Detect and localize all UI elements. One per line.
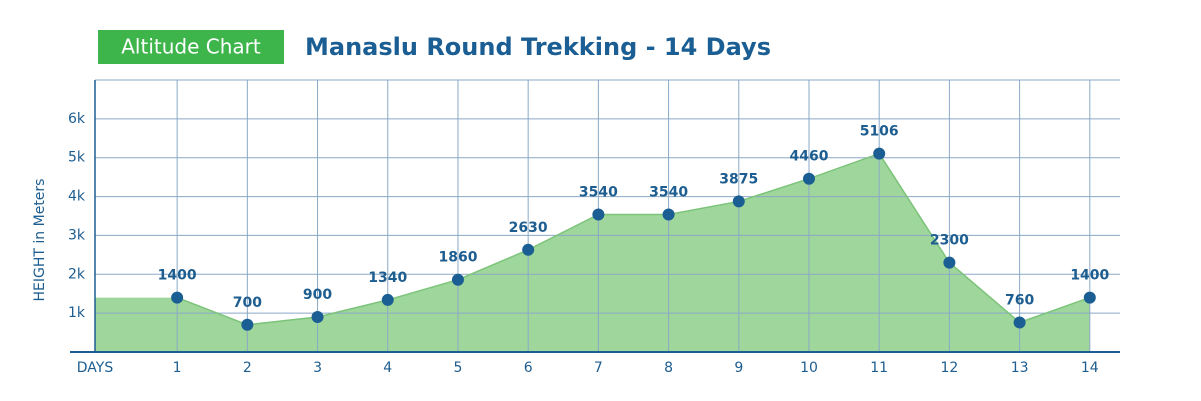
data-label: 4460 xyxy=(790,149,829,165)
area-line xyxy=(176,152,1091,326)
x-tick-label: 9 xyxy=(734,360,743,376)
x-tick-label: 6 xyxy=(524,360,533,376)
data-point xyxy=(241,318,254,331)
x-tick-label: 10 xyxy=(800,360,818,376)
data-point xyxy=(451,273,464,286)
data-point xyxy=(311,311,324,324)
data-point xyxy=(522,243,535,256)
data-label: 2300 xyxy=(930,233,969,249)
x-tick-label: 5 xyxy=(454,360,463,376)
data-label: 3540 xyxy=(579,184,618,200)
area-fill xyxy=(95,153,1090,352)
data-label: 700 xyxy=(233,295,262,311)
badge-box xyxy=(98,30,284,64)
data-point xyxy=(1083,291,1096,304)
x-tick-label: 4 xyxy=(383,360,392,376)
x-tick-label: 13 xyxy=(1011,360,1029,376)
y-tick-label: 1k xyxy=(68,305,86,321)
x-tick-label: 12 xyxy=(940,360,958,376)
data-label: 1860 xyxy=(438,250,477,266)
data-label: 3875 xyxy=(719,171,758,187)
y-tick-label: 3k xyxy=(68,227,86,243)
y-tick-label: 5k xyxy=(68,150,86,166)
data-label: 1400 xyxy=(158,268,197,284)
x-axis-label: DAYS xyxy=(77,360,114,376)
data-point xyxy=(1013,316,1026,329)
chart-title: Manaslu Round Trekking - 14 Days xyxy=(305,33,771,61)
x-tick-label: 3 xyxy=(313,360,322,376)
data-label: 5106 xyxy=(860,124,899,140)
data-label: 3540 xyxy=(649,184,688,200)
x-tick-label: 8 xyxy=(664,360,673,376)
data-point xyxy=(732,195,745,208)
data-label: 900 xyxy=(303,287,332,303)
x-tick-label: 1 xyxy=(173,360,182,376)
data-point xyxy=(943,256,956,269)
data-point xyxy=(802,172,815,185)
data-point xyxy=(381,293,394,306)
x-tick-label: 7 xyxy=(594,360,603,376)
y-tick-label: 2k xyxy=(68,266,86,282)
y-tick-label: 6k xyxy=(68,111,86,127)
data-label: 1340 xyxy=(368,270,407,286)
x-tick-label: 2 xyxy=(243,360,252,376)
badge: Altitude Chart xyxy=(121,35,261,59)
x-tick-label: 11 xyxy=(870,360,888,376)
y-tick-label: 4k xyxy=(68,189,86,205)
y-axis-label: HEIGHT in Meters xyxy=(32,179,48,302)
data-label: 760 xyxy=(1005,292,1034,308)
data-label: 2630 xyxy=(509,220,548,236)
data-point xyxy=(873,147,886,160)
data-label: 1400 xyxy=(1070,268,1109,284)
data-point xyxy=(662,208,675,221)
data-point xyxy=(171,291,184,304)
data-point xyxy=(592,208,605,221)
x-tick-label: 14 xyxy=(1081,360,1099,376)
